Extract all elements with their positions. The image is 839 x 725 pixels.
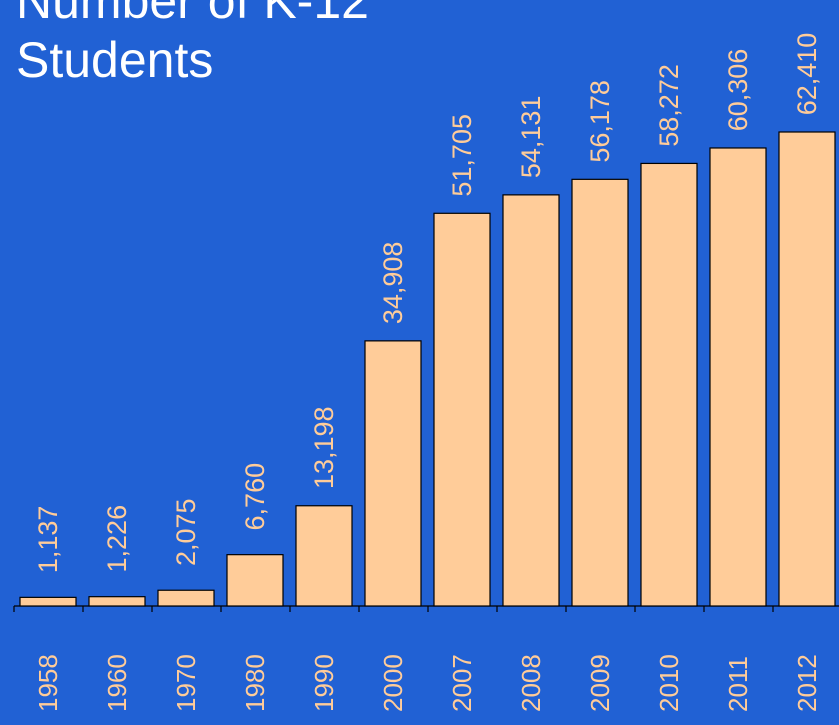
- category-label-1990: 1990: [309, 654, 339, 712]
- bar-1958: [19, 596, 77, 607]
- chart-title-line-2: Students: [16, 32, 214, 88]
- bar-2011: [709, 147, 767, 607]
- value-label-2009: 56,178: [585, 80, 615, 163]
- category-label-2010: 2010: [654, 654, 684, 712]
- bar-1970: [157, 589, 215, 607]
- value-label-1990: 13,198: [309, 406, 339, 489]
- category-label-2011: 2011: [723, 656, 753, 712]
- category-label-2009: 2009: [585, 654, 615, 712]
- value-label-1980: 6,760: [240, 463, 270, 531]
- value-label-1970: 2,075: [171, 498, 201, 566]
- bar-2000: [364, 340, 422, 607]
- category-label-2008: 2008: [516, 654, 546, 712]
- value-label-2011: 60,306: [723, 49, 753, 132]
- category-label-2007: 2007: [447, 654, 477, 712]
- bar-2007: [433, 212, 491, 607]
- value-label-2010: 58,272: [654, 64, 684, 147]
- category-label-2012: 2012: [792, 654, 822, 712]
- category-label-1958: 1958: [33, 654, 63, 712]
- value-label-2008: 54,131: [516, 96, 546, 179]
- category-label-2000: 2000: [378, 654, 408, 712]
- bar-1980: [226, 554, 284, 607]
- category-label-1970: 1970: [171, 654, 201, 712]
- bar-2008: [502, 194, 560, 607]
- bar-2010: [640, 162, 698, 607]
- category-label-1960: 1960: [102, 654, 132, 712]
- category-label-1980: 1980: [240, 654, 270, 712]
- value-label-1960: 1,226: [102, 505, 132, 573]
- bar-2009: [571, 178, 629, 607]
- value-label-1958: 1,137: [33, 506, 63, 574]
- value-label-2012: 62,410: [792, 33, 822, 116]
- chart-title-line-1: Number of K-12: [16, 0, 369, 29]
- bar-1990: [295, 505, 353, 607]
- bar-1960: [88, 596, 146, 607]
- value-label-2000: 34,908: [378, 242, 408, 325]
- bar-2012: [778, 131, 836, 607]
- value-label-2007: 51,705: [447, 114, 477, 197]
